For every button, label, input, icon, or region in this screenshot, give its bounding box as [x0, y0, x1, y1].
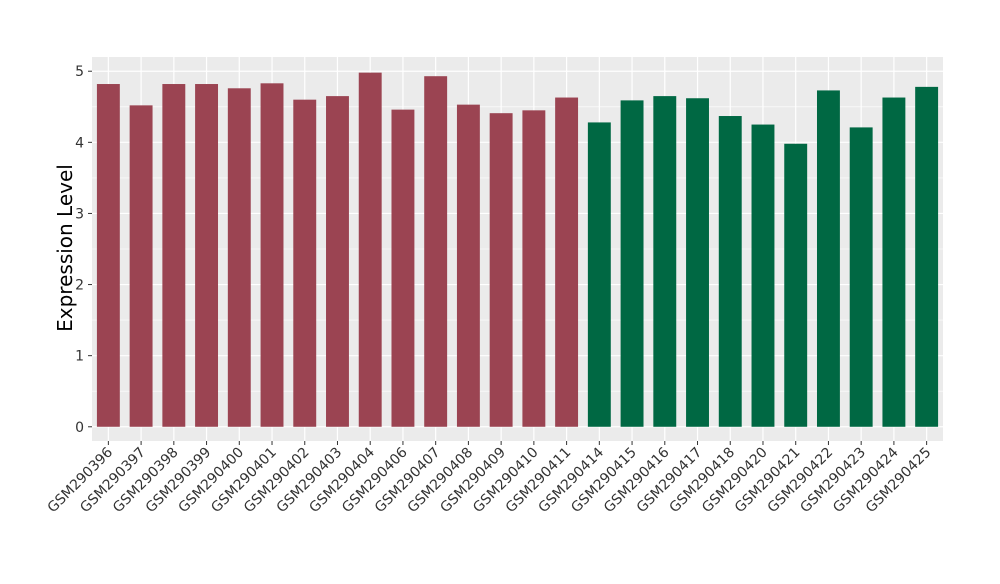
bar-GSM290418 [718, 116, 742, 427]
bar-GSM290420 [751, 124, 775, 427]
y-tick-label: 2 [75, 278, 84, 294]
y-tick-label: 0 [75, 420, 84, 436]
bar-GSM290411 [555, 97, 579, 427]
bar-GSM290397 [129, 105, 153, 427]
bar-GSM290422 [816, 90, 840, 427]
bar-GSM290415 [620, 100, 644, 427]
y-axis-label: Expression Level [53, 164, 77, 332]
y-tick-label: 3 [75, 206, 84, 222]
bar-GSM290404 [358, 72, 382, 427]
bar-GSM290414 [587, 122, 611, 427]
bar-GSM290399 [195, 84, 219, 427]
bar-GSM290425 [915, 86, 939, 427]
bar-GSM290408 [456, 104, 480, 427]
bar-GSM290406 [391, 109, 415, 427]
bars-group [96, 72, 939, 427]
bar-GSM290398 [162, 84, 186, 427]
bar-GSM290402 [293, 99, 317, 427]
x-axis: GSM290396GSM290397GSM290398GSM290399GSM2… [45, 441, 934, 516]
y-axis: 0 1 2 3 4 5 [75, 64, 92, 436]
bar-GSM290423 [849, 127, 873, 427]
y-tick-label: 1 [75, 349, 84, 365]
bar-GSM290417 [686, 98, 709, 427]
bar-GSM290400 [227, 88, 251, 427]
y-tick-label: 5 [75, 64, 84, 80]
bar-GSM290410 [522, 110, 546, 427]
bar-GSM290424 [882, 97, 906, 427]
bar-GSM290409 [489, 113, 513, 427]
bar-GSM290403 [326, 96, 349, 427]
bar-GSM290416 [653, 96, 677, 427]
bar-GSM290421 [784, 143, 808, 427]
bar-GSM290401 [260, 83, 284, 427]
y-tick-label: 4 [75, 135, 84, 151]
bar-GSM290407 [424, 76, 448, 427]
bar-GSM290396 [96, 84, 120, 427]
